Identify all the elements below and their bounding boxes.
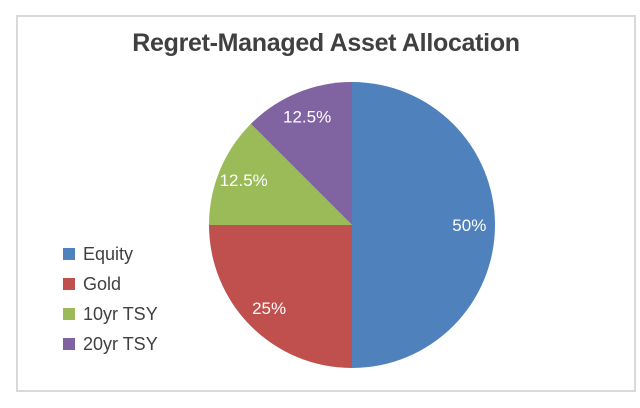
pie-slice-gold[interactable]: [209, 225, 352, 368]
legend-item-equity[interactable]: Equity: [63, 239, 158, 269]
chart-area[interactable]: Regret-Managed Asset Allocation 50% 25% 12…: [16, 15, 636, 392]
legend-swatch-20yr-tsy: [63, 338, 75, 350]
pie-slice-20yr-tsy[interactable]: [250, 82, 352, 225]
pie-data-label-20yr-tsy: 12.5%: [283, 108, 331, 127]
legend-swatch-gold: [63, 278, 75, 290]
legend-label-10yr-tsy: 10yr TSY: [83, 303, 158, 324]
legend-item-gold[interactable]: Gold: [63, 269, 158, 299]
pie-chart: 50% 25% 12.5% 12.5%: [209, 82, 495, 368]
legend-label-gold: Gold: [83, 273, 122, 294]
pie-data-label-10yr-tsy: 12.5%: [220, 171, 268, 190]
pie-slice-10yr-tsy[interactable]: [209, 123, 352, 225]
pie-slice-equity[interactable]: [352, 82, 495, 368]
legend-swatch-equity: [63, 248, 75, 260]
pie-data-label-equity: 50%: [452, 216, 486, 235]
legend-label-20yr-tsy: 20yr TSY: [83, 333, 158, 354]
chart-title: Regret-Managed Asset Allocation: [132, 29, 520, 57]
legend-item-10yr-tsy[interactable]: 10yr TSY: [63, 299, 158, 329]
legend-item-20yr-tsy[interactable]: 20yr TSY: [63, 329, 158, 359]
legend-label-equity: Equity: [83, 243, 134, 264]
chart-legend: Equity Gold 10yr TSY 20yr TSY: [63, 239, 158, 359]
pie-data-label-gold: 25%: [252, 299, 286, 318]
legend-swatch-10yr-tsy: [63, 308, 75, 320]
